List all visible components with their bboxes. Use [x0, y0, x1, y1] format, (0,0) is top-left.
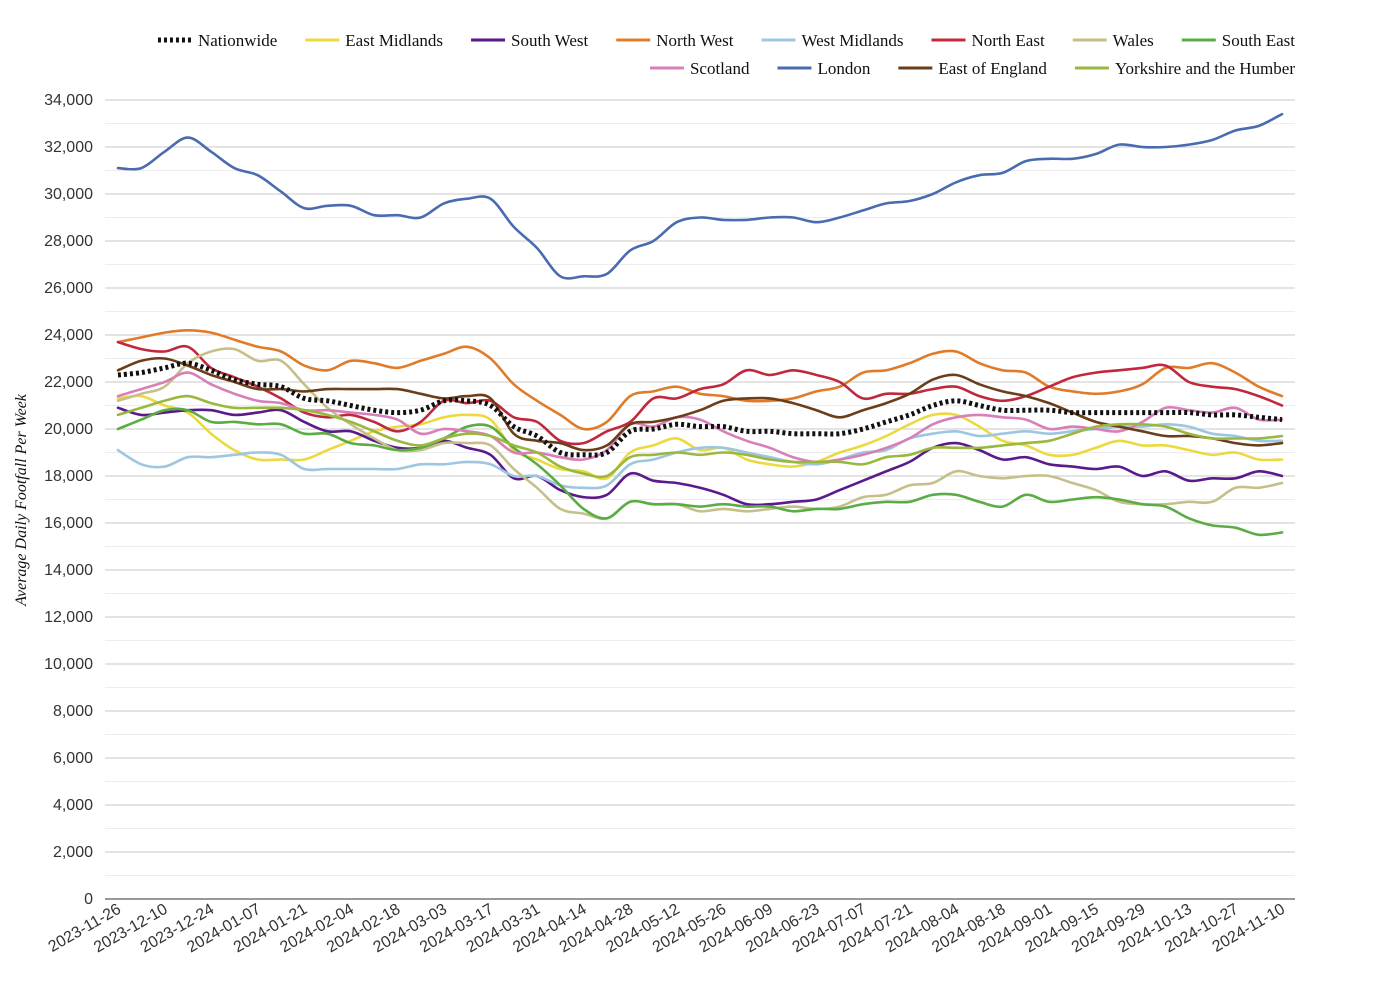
y-tick-label: 26,000 — [44, 280, 93, 297]
y-axis-label: Average Daily Footfall Per Week — [13, 393, 30, 607]
legend-label: North East — [971, 31, 1044, 50]
legend-item-nationwide: Nationwide — [157, 31, 277, 50]
legend-item-east-of-england: East of England — [898, 59, 1047, 78]
legend-label: London — [817, 59, 870, 78]
series-line-yorkshire-and-the-humber — [116, 394, 1284, 479]
legend-label: Scotland — [690, 59, 750, 78]
y-axis-ticks: 0 2,000 4,000 6,000 8,000 10,000 12,000 14,000 1… — [44, 92, 93, 908]
legend-item-east-midlands: East Midlands — [305, 31, 443, 50]
grid-lines — [105, 99, 1295, 900]
legend-item-south-west: South West — [471, 31, 589, 50]
series-line-nationwide — [117, 360, 1283, 458]
series-line-south-west — [116, 406, 1284, 507]
legend-label: Yorkshire and the Humber — [1115, 59, 1295, 78]
y-tick-label: 6,000 — [53, 750, 93, 767]
y-tick-label: 10,000 — [44, 656, 93, 673]
legend-label: North West — [656, 31, 733, 50]
y-tick-label: 22,000 — [44, 374, 93, 391]
series-line-north-east — [116, 340, 1284, 446]
series-line-south-east — [116, 407, 1284, 537]
series-lines — [116, 112, 1284, 537]
legend-item-yorkshire-and-the-humber: Yorkshire and the Humber — [1074, 59, 1295, 78]
y-tick-label: 16,000 — [44, 515, 93, 532]
y-tick-label: 20,000 — [44, 421, 93, 438]
y-tick-label: 0 — [84, 891, 93, 908]
y-tick-label: 2,000 — [53, 844, 93, 861]
series-line-north-west — [116, 329, 1284, 431]
y-tick-label: 4,000 — [53, 797, 93, 814]
y-tick-label: 14,000 — [44, 562, 93, 579]
y-tick-label: 24,000 — [44, 327, 93, 344]
legend-label: East Midlands — [345, 31, 443, 50]
series-line-east-midlands — [116, 394, 1284, 481]
series-line-wales — [116, 347, 1284, 521]
y-tick-label: 8,000 — [53, 703, 93, 720]
series-line-west-midlands — [116, 423, 1284, 490]
y-tick-label: 32,000 — [44, 139, 93, 156]
legend-item-north-west: North West — [616, 31, 734, 50]
y-tick-label: 12,000 — [44, 609, 93, 626]
legend: Nationwide East Midlands South West North W… — [157, 31, 1295, 78]
series-line-east-of-england — [116, 356, 1284, 452]
legend-item-west-midlands: West Midlands — [761, 31, 903, 50]
legend-label: South West — [511, 31, 588, 50]
legend-item-london: London — [777, 59, 871, 78]
legend-item-scotland: Scotland — [649, 59, 750, 78]
series-line-london — [116, 112, 1284, 280]
x-axis-ticks: 2023-11-262023-12-102023-12-242024-01-07… — [46, 901, 1288, 957]
y-tick-label: 28,000 — [44, 233, 93, 250]
y-tick-label: 18,000 — [44, 468, 93, 485]
legend-item-north-east: North East — [931, 31, 1045, 50]
legend-label: Wales — [1113, 31, 1154, 50]
legend-item-south-east: South East — [1181, 31, 1295, 50]
legend-label: South East — [1222, 31, 1295, 50]
y-tick-label: 34,000 — [44, 92, 93, 109]
legend-item-wales: Wales — [1072, 31, 1154, 50]
y-tick-label: 30,000 — [44, 186, 93, 203]
legend-label: East of England — [938, 59, 1047, 78]
legend-label: Nationwide — [198, 31, 277, 50]
legend-label: West Midlands — [801, 31, 903, 50]
